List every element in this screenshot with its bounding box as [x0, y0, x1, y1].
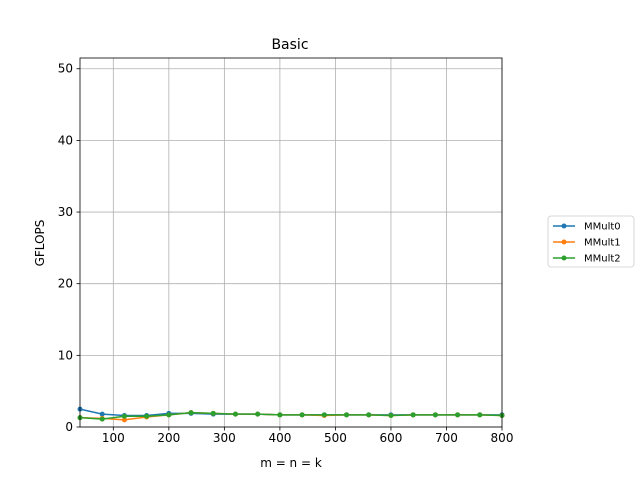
- y-tick-label: 50: [58, 62, 73, 76]
- chart-title: Basic: [271, 37, 308, 53]
- legend-frame: [547, 215, 635, 268]
- data-point: [121, 413, 127, 419]
- data-point: [321, 412, 327, 418]
- data-point: [232, 411, 238, 417]
- data-point: [388, 413, 394, 419]
- x-tick-label: 200: [157, 431, 180, 445]
- data-point: [299, 412, 305, 418]
- data-point: [188, 410, 194, 416]
- y-tick-label: 40: [58, 133, 73, 147]
- data-point: [255, 411, 261, 417]
- data-point: [477, 412, 483, 418]
- y-axis-ticks: 0 10 20 30 40 50: [58, 62, 80, 434]
- y-tick-label: 20: [58, 277, 73, 291]
- data-point: [432, 412, 438, 418]
- data-point: [99, 416, 105, 422]
- grid-lines: [80, 58, 503, 428]
- y-tick-label: 0: [65, 420, 73, 434]
- data-point: [344, 412, 350, 418]
- y-axis-label: GFLOPS: [33, 220, 47, 267]
- data-point: [410, 412, 416, 418]
- legend-marker: [561, 255, 567, 261]
- data-point: [366, 412, 372, 418]
- legend-marker: [561, 223, 567, 229]
- y-tick-label: 10: [58, 348, 73, 362]
- data-point: [144, 413, 150, 419]
- data-point: [166, 412, 172, 418]
- x-tick-label: 100: [102, 431, 125, 445]
- y-tick-label: 30: [58, 205, 73, 219]
- series-mmult2: [77, 410, 505, 422]
- legend-label: MMult0: [584, 222, 621, 233]
- series-group: [77, 406, 505, 423]
- data-point: [277, 412, 283, 418]
- data-point: [455, 412, 461, 418]
- x-tick-label: 400: [268, 431, 291, 445]
- x-tick-label: 300: [213, 431, 236, 445]
- plot-frame: [79, 57, 503, 428]
- data-point: [210, 410, 216, 416]
- legend-label: MMult1: [584, 238, 621, 249]
- legend-label: MMult2: [584, 254, 621, 265]
- legend-marker: [561, 239, 567, 245]
- x-axis-ticks: 100 200 300 400 500 600 700 800: [102, 427, 514, 445]
- data-point: [99, 411, 105, 417]
- series-line: [79, 411, 503, 420]
- legend: MMult0 MMult1 MMult2: [547, 215, 635, 268]
- x-axis-label: m = n = k: [260, 456, 322, 470]
- data-point: [121, 417, 127, 423]
- x-tick-label: 600: [379, 431, 402, 445]
- x-tick-label: 700: [435, 431, 458, 445]
- x-tick-label: 500: [324, 431, 347, 445]
- x-tick-label: 800: [491, 431, 514, 445]
